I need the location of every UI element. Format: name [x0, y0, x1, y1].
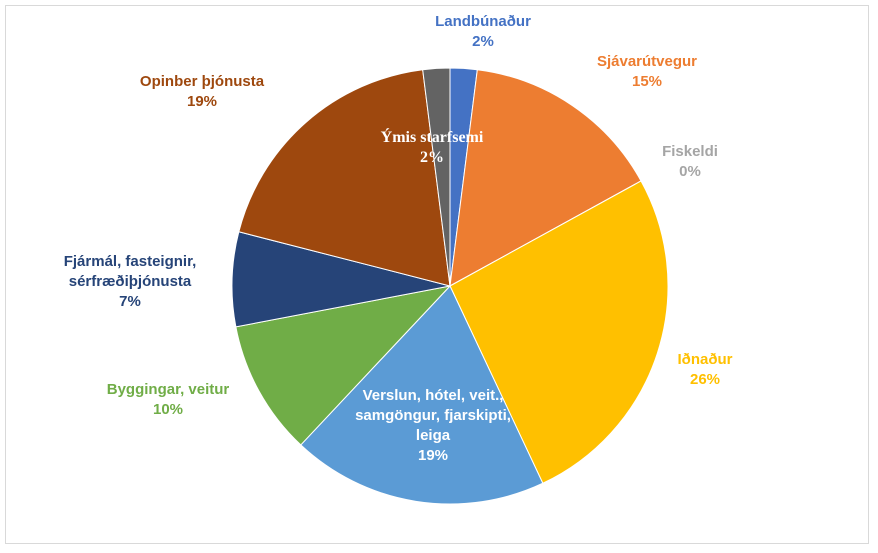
data-label: Landbúnaður 2%: [413, 12, 553, 52]
value-label: 0%: [679, 163, 701, 180]
value-label: 7%: [119, 293, 141, 310]
data-label: Sjávarútvegur 15%: [567, 52, 727, 92]
category-label: Fjármál, fasteignir, sérfræðiþjónusta: [63, 253, 197, 290]
pie-slice: [238, 69, 451, 287]
pie-slice: [449, 180, 669, 484]
value-label: 26%: [689, 371, 721, 388]
category-label: Byggingar, veitur: [106, 381, 230, 398]
data-label: Iðnaður 26%: [645, 350, 765, 390]
value-label: 2%: [472, 33, 494, 50]
data-label: Fiskeldi 0%: [630, 142, 750, 182]
value-label: 2%: [420, 149, 444, 166]
pie-slice: [235, 285, 452, 446]
value-label: 15%: [631, 73, 663, 90]
pie-slice: [300, 285, 544, 505]
chart-frame: [5, 5, 869, 544]
pie-slice: [449, 69, 642, 287]
category-label: Iðnaður: [677, 351, 733, 368]
data-label: Fjármál, fasteignir, sérfræðiþjónusta 7%: [45, 252, 215, 312]
category-label: Landbúnaður: [435, 13, 531, 30]
category-label: Verslun, hótel, veit., samgöngur, fjarsk…: [355, 387, 511, 444]
value-label: 19%: [417, 447, 449, 464]
value-label: 10%: [152, 401, 184, 418]
data-label: Byggingar, veitur 10%: [78, 380, 258, 420]
data-label: Ýmis starfsemi 2%: [352, 128, 512, 168]
category-label: Fiskeldi: [662, 143, 718, 160]
pie-slice: [422, 67, 451, 287]
value-label: 19%: [186, 93, 218, 110]
data-label: Verslun, hótel, veit., samgöngur, fjarsk…: [343, 386, 523, 466]
category-label: Sjávarútvegur: [596, 53, 698, 70]
category-label: Opinber þjónusta: [139, 73, 265, 90]
category-label: Ýmis starfsemi: [380, 129, 484, 146]
data-label: Opinber þjónusta 19%: [112, 72, 292, 112]
